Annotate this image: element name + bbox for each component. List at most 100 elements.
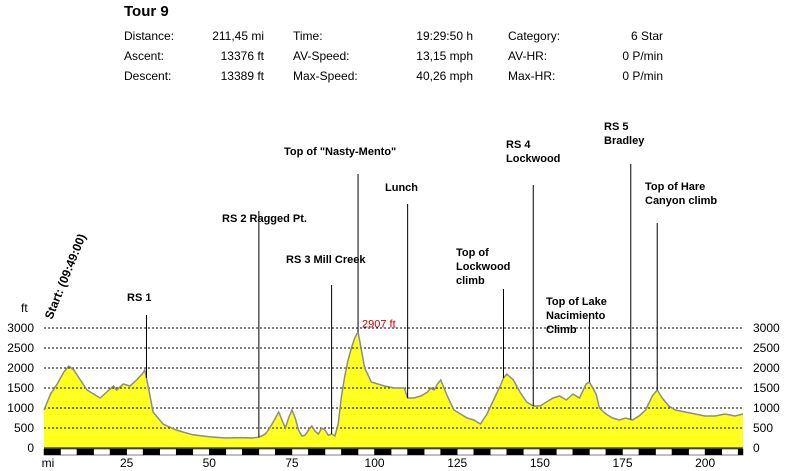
scale-bar-segment <box>655 448 673 456</box>
scale-bar-segment <box>473 448 491 456</box>
scale-bar-segment <box>374 448 392 456</box>
y-tick-label-left-1000: 1000 <box>7 401 34 415</box>
x-tick-label-200: 200 <box>695 456 715 470</box>
stat-value-descent: 13389 ft <box>220 69 264 83</box>
annotation-label-8-2: Climb <box>546 324 577 336</box>
scale-bar-segment <box>671 448 689 456</box>
annotation-label-9-0: RS 5 <box>604 121 628 133</box>
scale-bar-segment <box>225 448 243 456</box>
scale-bar-segment <box>737 448 744 456</box>
annotation-label-10-0: Top of Hare <box>645 181 705 193</box>
x-tick-label-75: 75 <box>285 456 299 470</box>
stat-label-max-speed: Max-Speed: <box>293 69 358 83</box>
scale-bar-segment <box>556 448 574 456</box>
scale-bar-segment <box>704 448 722 456</box>
scale-bar-segment <box>622 448 640 456</box>
scale-bar-segment <box>539 448 557 456</box>
scale-bar-segment <box>506 448 524 456</box>
y-tick-label-right-1500: 1500 <box>753 381 780 395</box>
scale-bar-segment <box>142 448 160 456</box>
x-tick-label-25: 25 <box>120 456 134 470</box>
y-tick-label-right-1000: 1000 <box>753 401 780 415</box>
y-tick-label-left-0: 0 <box>27 441 34 455</box>
scale-bar-segment <box>159 448 177 456</box>
scale-bar-segment <box>357 448 375 456</box>
tour-title: Tour 9 <box>124 3 169 20</box>
scale-bar-segment <box>390 448 408 456</box>
annotation-label-6-2: climb <box>456 275 485 287</box>
annotation-label-9-1: Bradley <box>604 135 645 147</box>
stat-value-distance: 211,45 mi <box>212 29 264 43</box>
y-tick-label-left-3000: 3000 <box>7 321 34 335</box>
y-tick-label-right-2500: 2500 <box>753 341 780 355</box>
stat-label-category: Category: <box>508 29 561 43</box>
scale-bar-segment <box>192 448 210 456</box>
scale-bar-segment <box>109 448 127 456</box>
stat-label-distance: Distance: <box>124 29 175 43</box>
x-tick-label-50: 50 <box>203 456 217 470</box>
scale-bar-segment <box>308 448 326 456</box>
stat-value-time: 19:29:50 h <box>416 29 473 43</box>
scale-bar-segment <box>258 448 276 456</box>
elevation-area <box>44 331 743 448</box>
scale-bar-segment <box>456 448 474 456</box>
scale-bar-segment <box>43 448 61 456</box>
y-tick-label-right-2000: 2000 <box>753 361 780 375</box>
stat-value-av-speed: 13,15 mph <box>416 49 473 63</box>
y-tick-label-left-2000: 2000 <box>7 361 34 375</box>
scale-bar-segment <box>242 448 260 456</box>
scale-bar-segment <box>275 448 293 456</box>
stat-label-descent: Descent: <box>124 69 172 83</box>
scale-bar-segment <box>605 448 623 456</box>
stat-value-max-speed: 40,26 mph <box>416 69 473 83</box>
y-tick-label-left-1500: 1500 <box>7 381 34 395</box>
scale-bar-segment <box>60 448 78 456</box>
scale-bar-segment <box>76 448 94 456</box>
stat-value-ascent: 13376 ft <box>220 49 264 63</box>
stat-value-max-hr: 0 P/min <box>622 69 663 83</box>
x-tick-label-175: 175 <box>612 456 632 470</box>
annotation-label-6-0: Top of <box>456 247 489 259</box>
scale-bar-segment <box>93 448 111 456</box>
stat-label-max-hr: Max-HR: <box>508 69 556 83</box>
stat-label-av-hr: AV-HR: <box>508 49 548 63</box>
scale-bar-segment <box>572 448 590 456</box>
annotation-label-6-1: Lockwood <box>456 261 510 273</box>
scale-bar-segment <box>688 448 706 456</box>
annotation-label-10-1: Canyon climb <box>645 195 717 207</box>
y-tick-label-right-0: 0 <box>753 441 760 455</box>
max-elevation-label: 2907 ft <box>362 319 396 331</box>
x-tick-label-125: 125 <box>447 456 467 470</box>
x-axis-label: mi <box>42 456 55 470</box>
y-axis-label: ft <box>21 301 28 315</box>
scale-bar-segment <box>638 448 656 456</box>
y-tick-label-left-2500: 2500 <box>7 341 34 355</box>
annotation-label-2-0: RS 2 Ragged Pt. <box>222 213 307 225</box>
y-tick-label-left-500: 500 <box>14 421 34 435</box>
scale-bar-segment <box>175 448 194 456</box>
scale-bar-segment <box>589 448 607 456</box>
annotation-label-7-1: Lockwood <box>506 153 560 165</box>
y-tick-label-right-3000: 3000 <box>753 321 780 335</box>
annotation-label-4-0: Top of "Nasty-Mento" <box>284 146 396 158</box>
annotation-label-5-0: Lunch <box>385 182 418 194</box>
scale-bar-segment <box>440 448 458 456</box>
elevation-line <box>43 329 744 439</box>
scale-bar-segment <box>341 448 359 456</box>
x-tick-label-150: 150 <box>530 456 550 470</box>
annotation-start-label: Start: (09:49:00) <box>42 232 89 321</box>
annotation-label-7-0: RS 4 <box>506 139 531 151</box>
annotation-label-8-0: Top of Lake <box>546 296 607 308</box>
stat-label-av-speed: AV-Speed: <box>293 49 350 63</box>
stat-label-ascent: Ascent: <box>124 49 165 63</box>
annotation-label-3-0: RS 3 Mill Creek <box>286 254 366 266</box>
scale-bar-segment <box>291 448 309 456</box>
annotation-label-1-0: RS 1 <box>127 292 151 304</box>
stat-label-time: Time: <box>293 29 323 43</box>
scale-bar-segment <box>324 448 342 456</box>
scale-bar-segment <box>209 448 227 456</box>
x-tick-label-100: 100 <box>365 456 385 470</box>
scale-bar-segment <box>423 448 441 456</box>
scale-bar-segment <box>126 448 144 456</box>
